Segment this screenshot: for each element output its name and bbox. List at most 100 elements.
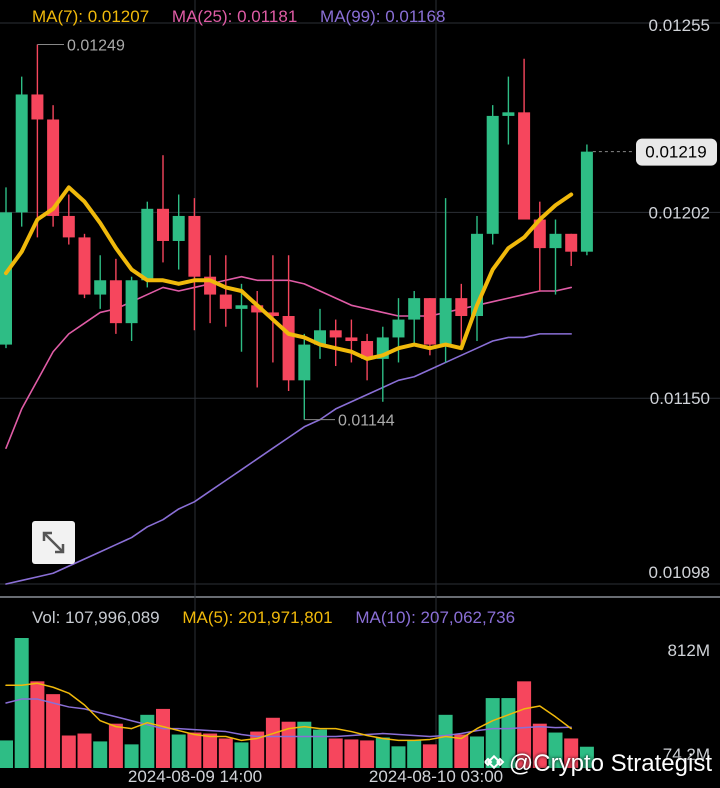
candle-body [172, 215, 185, 241]
volume-bar [30, 681, 45, 768]
candle-body [329, 330, 342, 338]
volume-bar [93, 741, 108, 768]
candle-body [298, 344, 311, 381]
candle-body [439, 298, 452, 345]
low-marker-label: 0.01144 [338, 413, 395, 430]
candle-body [78, 237, 91, 295]
volume-tick-label: 74.2M [663, 745, 710, 764]
candle-body [314, 330, 326, 345]
volume-bar [281, 721, 296, 768]
ma99-line [5, 333, 573, 585]
vol-ma5-polyline [5, 682, 572, 742]
candle-body [94, 280, 107, 295]
volume-bar [517, 681, 532, 768]
price-tick-label: 0.01098 [649, 563, 710, 582]
ma7-polyline [4, 185, 574, 361]
candle-body [533, 219, 546, 249]
candle-body [423, 298, 436, 345]
candle-body [549, 233, 562, 249]
candle-body [31, 94, 44, 120]
volume-bar [407, 740, 422, 768]
ma25-legend: MA(25): 0.01181 [171, 7, 298, 26]
candle-body [235, 305, 248, 309]
expand-chart-button[interactable] [32, 521, 75, 564]
candle-body [219, 294, 232, 309]
vol-ma10-legend: MA(10): 207,062,736 [355, 608, 516, 627]
ma7-legend: MA(7): 0.01207 [32, 7, 150, 26]
volume-bars [0, 638, 594, 768]
volume-bar [265, 717, 280, 768]
candle-body [502, 112, 515, 116]
candle-body [565, 233, 578, 252]
vol-ma5-legend: MA(5): 201,971,801 [182, 608, 333, 627]
watermark: @Crypto Strategist [483, 750, 712, 778]
price-markers: 0.01249 0.01144 0.01219 [37, 37, 717, 430]
candle-body [345, 337, 358, 342]
volume-bar [328, 738, 343, 768]
candle-body [157, 208, 169, 241]
volume-bar [344, 739, 359, 768]
candle-body [486, 115, 499, 234]
volume-bar [532, 723, 547, 768]
candle-body [62, 215, 75, 238]
candle-body [580, 151, 593, 252]
price-tick-label: 0.01255 [649, 16, 710, 35]
volume-bar [391, 746, 406, 768]
ma7-line [4, 185, 574, 361]
volume-legend: Vol: 107,996,089 MA(5): 201,971,801 MA(1… [32, 608, 533, 628]
vol-legend: Vol: 107,996,089 [32, 608, 160, 627]
exchange-logo-icon [484, 754, 505, 770]
volume-bar [171, 734, 186, 768]
volume-bar [485, 698, 500, 768]
candle-body [408, 298, 421, 320]
volume-bar [108, 723, 123, 768]
volume-bar [0, 740, 13, 768]
ma99-polyline [5, 333, 573, 585]
candle-body [392, 319, 405, 338]
volume-bar [422, 744, 437, 768]
axis-labels: 0.01255 0.01202 0.01150 0.01098 812M 74.2M 202… [128, 16, 710, 786]
current-price-tag [636, 138, 717, 166]
volume-bar [234, 742, 249, 768]
candle-body [188, 215, 201, 277]
grid-lines [0, 0, 720, 768]
volume-bar [46, 694, 61, 768]
vol-ma10-polyline [5, 698, 572, 738]
volume-bar [564, 738, 579, 768]
candle-body [47, 119, 60, 216]
volume-bar [187, 732, 202, 768]
volume-bar [360, 740, 375, 768]
volume-bar [203, 733, 218, 768]
candle-body [0, 212, 12, 345]
price-tick-label: 0.01150 [650, 389, 710, 408]
volume-bar [14, 638, 29, 768]
price-tick-label: 0.01202 [649, 203, 710, 222]
current-price-label: 0.01219 [645, 143, 706, 162]
volume-ma-lines [5, 682, 572, 742]
volume-bar [61, 735, 76, 768]
candle-body [266, 312, 279, 317]
volume-bar [140, 714, 155, 768]
volume-bar [454, 734, 469, 768]
candle-body [125, 280, 138, 324]
candle-body [361, 341, 374, 359]
candle-body [251, 305, 264, 313]
volume-bar [375, 737, 390, 768]
volume-bar [218, 738, 233, 768]
candle-body [282, 316, 295, 381]
volume-bar [297, 721, 312, 768]
candle-body [15, 94, 28, 213]
candle-body [141, 208, 154, 281]
candles [0, 44, 593, 420]
candle-body [109, 280, 122, 324]
expand-icon [42, 531, 65, 554]
ma99-legend: MA(99): 0.01168 [320, 7, 446, 26]
volume-bar [579, 746, 594, 768]
volume-bar [156, 708, 170, 768]
volume-tick-label: 812M [667, 641, 710, 660]
volume-bar [438, 714, 453, 768]
volume-bar [548, 732, 563, 768]
candle-body [518, 112, 531, 220]
candle-body [455, 298, 468, 317]
